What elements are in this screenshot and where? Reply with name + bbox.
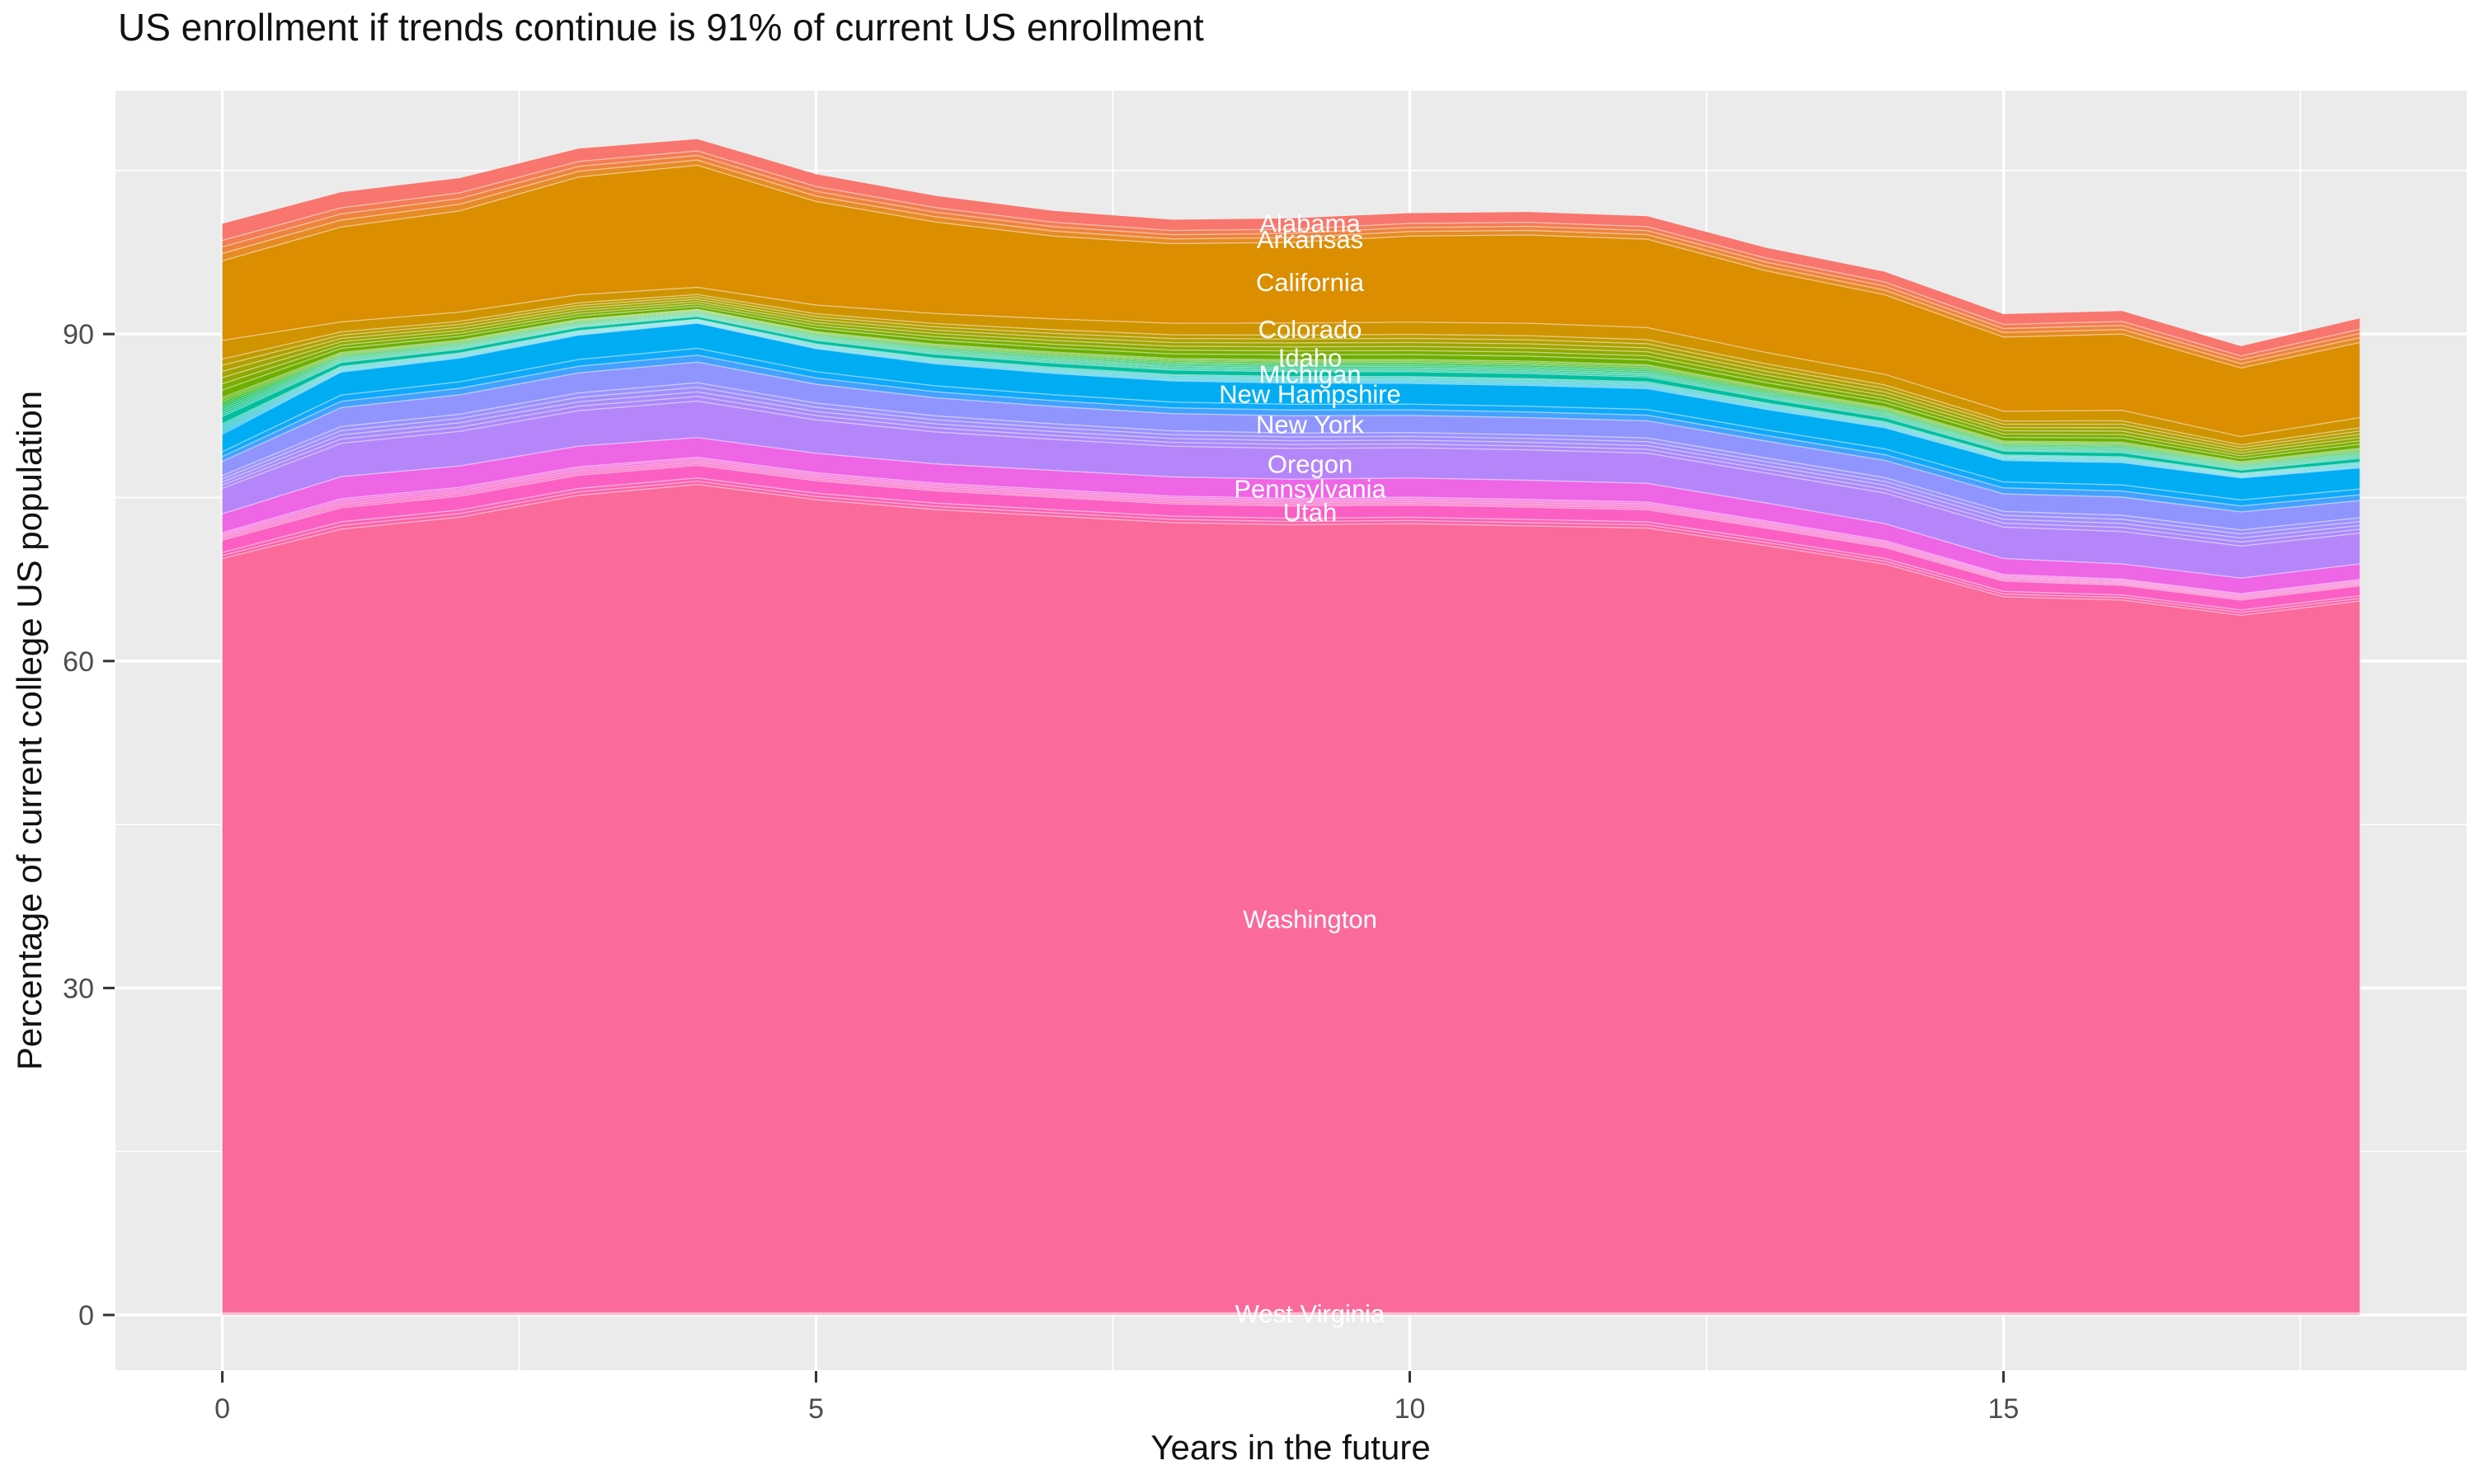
band-edge-sliver-group-mn-nv-6 (222, 318, 2360, 474)
band-edge-sliver-group-ak-az-1 (222, 154, 2360, 361)
band-edge-sliver-group-nj-nm-2 (222, 347, 2360, 501)
band-edge-sliver-group-nj-nm-1 (222, 355, 2360, 507)
area-band-sliver-group-il-ma-6 (222, 312, 2360, 466)
band-edge-sliver-group-ct-hi-5 (222, 294, 2360, 446)
state-label-michigan: Michigan (1259, 360, 1362, 389)
band-edge-sliver-group-il-ma-9 (222, 308, 2360, 463)
band-edge-sliver-group-nc-ok-3 (222, 386, 2360, 535)
band-edge-sliver-group-il-ma-4 (222, 312, 2360, 467)
area-band-sliver-group-bottom-2 (222, 1313, 2360, 1315)
band-edge-sliver-group-mn-nv-5 (222, 319, 2360, 475)
band-edge-sliver-group-ct-hi-4 (222, 296, 2360, 448)
band-edge-sliver-group-ri-tx-4 (222, 458, 2360, 596)
state-label-new-york: New York (1256, 411, 1364, 439)
band-edge-pennsylvania (222, 437, 2360, 579)
band-edge-sliver-group-ct-hi-1 (222, 303, 2360, 457)
band-edge-sliver-group-mn-nv-2 (222, 321, 2360, 477)
y-tick-label: 30 (63, 973, 94, 1004)
band-edge-sliver-group-ct-hi-3 (222, 298, 2360, 452)
band-edge-sliver-group-nc-ok-4 (222, 382, 2360, 531)
band-edge-washington (222, 483, 2360, 617)
band-edge-utah (222, 464, 2360, 601)
state-label-oregon: Oregon (1268, 449, 1352, 478)
area-band-sliver-group-nc-ok-1 (222, 396, 2360, 547)
x-tick-label: 0 (214, 1393, 230, 1425)
band-edge-sliver-group-mn-nv-4 (222, 320, 2360, 476)
area-band-sliver-group-il-ma-8 (222, 310, 2360, 464)
area-band-washington (222, 484, 2360, 1313)
state-label-new-hampshire: New Hampshire (1219, 380, 1401, 409)
x-tick-label: 15 (1988, 1393, 2020, 1425)
area-band-new-hampshire (222, 323, 2360, 500)
state-label-colorado: Colorado (1258, 315, 1362, 344)
area-band-michigan (222, 316, 2360, 474)
chart-title: US enrollment if trends continue is 91% … (118, 6, 1204, 49)
area-band-utah (222, 465, 2360, 610)
area-band-sliver-group-nj-nm-2 (222, 348, 2360, 506)
band-edge-sliver-group-ri-tx-1 (222, 463, 2360, 599)
band-edge-idaho (222, 305, 2360, 459)
state-label-arkansas: Arkansas (1257, 225, 1363, 254)
band-edge-sliver-group-mn-nv-1 (222, 322, 2360, 478)
area-band-sliver-group-il-ma-4 (222, 312, 2360, 467)
band-edge-sliver-group-ri-tx-5 (222, 456, 2360, 594)
band-edge-sliver-group-il-ma-1 (222, 315, 2360, 470)
band-edge-sliver-group-nc-ok-1 (222, 396, 2360, 543)
area-band-sliver-group-vt-va-2 (222, 477, 2360, 613)
area-band-sliver-group-nc-ok-2 (222, 392, 2360, 542)
area-band-sliver-group-bottom-1 (222, 1314, 2360, 1315)
band-edge-sliver-group-il-ma-3 (222, 313, 2360, 468)
band-edge-michigan (222, 316, 2360, 471)
y-tick-label: 60 (63, 646, 94, 678)
band-edge-new-hampshire (222, 322, 2360, 479)
x-axis-title: Years in the future (1150, 1428, 1431, 1467)
band-edge-oregon (222, 400, 2360, 547)
band-edge-sliver-group-ct-hi-2 (222, 301, 2360, 454)
band-edge-sliver-group-il-ma-8 (222, 309, 2360, 464)
state-label-utah: Utah (1283, 498, 1337, 527)
state-label-idaho: Idaho (1278, 343, 1343, 372)
state-label-pennsylvania: Pennsylvania (1234, 475, 1386, 504)
state-label-alabama: Alabama (1259, 209, 1361, 237)
y-tick-label: 0 (78, 1300, 94, 1331)
state-label-washington: Washington (1243, 904, 1377, 933)
area-band-pennsylvania (222, 437, 2360, 594)
band-edge-sliver-group-ak-az-2 (222, 150, 2360, 357)
x-tick-label: 5 (808, 1393, 824, 1425)
area-band-oregon (222, 401, 2360, 579)
band-edge-sliver-group-ri-tx-2 (222, 461, 2360, 599)
area-band-sliver-group-nj-nm-1 (222, 355, 2360, 512)
band-edge-sliver-group-vt-va-1 (222, 480, 2360, 613)
state-label-california: California (1256, 268, 1365, 297)
area-band-sliver-group-vt-va-1 (222, 481, 2360, 616)
band-edge-sliver-group-il-ma-7 (222, 310, 2360, 465)
band-edge-sliver-group-vt-va-2 (222, 477, 2360, 611)
x-tick-label: 10 (1395, 1393, 1426, 1425)
band-edge-sliver-group-ri-tx-3 (222, 459, 2360, 597)
band-edge-sliver-group-mn-nv-3 (222, 320, 2360, 477)
band-edge-california (222, 164, 2360, 369)
band-edge-sliver-group-il-ma-6 (222, 311, 2360, 466)
band-edge-arkansas (222, 159, 2360, 364)
band-edge-new-york (222, 361, 2360, 513)
band-edge-sliver-group-il-ma-5 (222, 312, 2360, 467)
area-band-california (222, 165, 2360, 437)
y-tick-label: 90 (63, 319, 94, 350)
area-band-sliver-group-nc-ok-3 (222, 387, 2360, 538)
band-edge-sliver-group-nc-ok-2 (222, 391, 2360, 539)
area-band-new-york (222, 362, 2360, 530)
band-edge-sliver-group-il-ma-2 (222, 314, 2360, 469)
band-edge-colorado (222, 286, 2360, 438)
area-band-sliver-group-il-ma-5 (222, 312, 2360, 467)
area-band-sliver-group-nc-ok-4 (222, 383, 2360, 534)
y-axis-title: Percentage of current college US populat… (10, 390, 49, 1071)
state-label-west-virginia: West Virginia (1235, 1299, 1385, 1328)
area-band-sliver-group-il-ma-7 (222, 311, 2360, 465)
